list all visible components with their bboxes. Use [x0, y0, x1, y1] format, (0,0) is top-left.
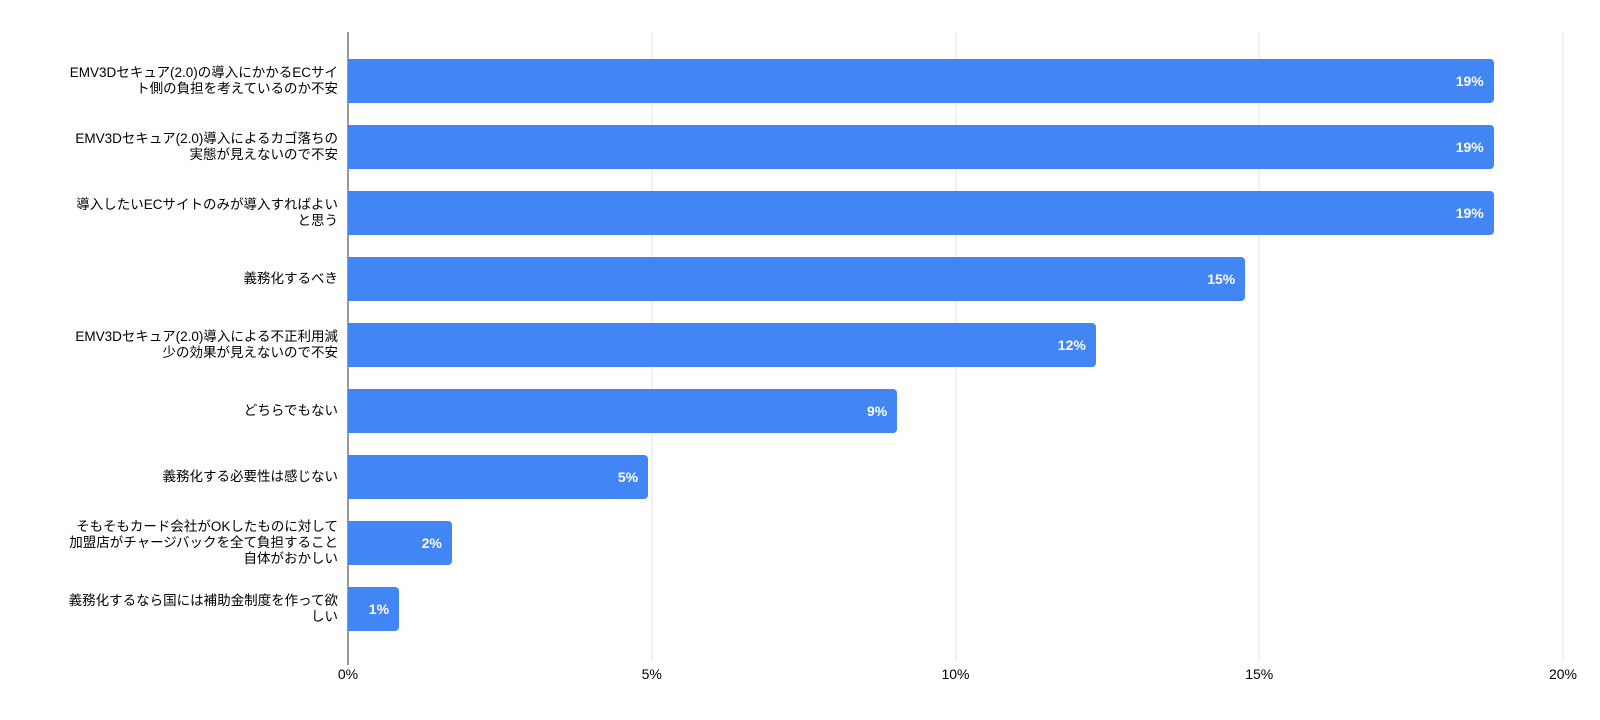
category-label: EMV3Dセキュア(2.0)導入によるカゴ落ちの 実態が見えないので不安	[75, 131, 338, 162]
bar[interactable]: 1%	[348, 587, 400, 631]
bar-value-label: 19%	[1455, 139, 1484, 155]
category-label-row: 義務化する必要性は感じない	[0, 455, 339, 499]
x-tick-label: 20%	[1548, 666, 1578, 682]
bar-value-label: 12%	[1057, 337, 1086, 353]
bar[interactable]: 19%	[348, 59, 1494, 103]
category-label-row: 導入したいECサイトのみが導入すればよい と思う	[0, 191, 338, 235]
category-label-row: EMV3Dセキュア(2.0)導入による不正利用減 少の効果が見えないので不安	[0, 323, 338, 367]
bar-value-label: 15%	[1207, 271, 1236, 287]
category-label: 導入したいECサイトのみが導入すればよい と思う	[76, 197, 338, 228]
plot-area: 19% 19% 19% 15% 12% 9% 5% 2% 1%	[347, 32, 1564, 665]
bar-value-label: 19%	[1455, 73, 1484, 89]
bar[interactable]: 12%	[348, 323, 1096, 367]
bar-value-label: 2%	[421, 535, 442, 551]
x-tick-label: 0%	[337, 666, 359, 682]
gridline	[1562, 32, 1564, 661]
category-label: EMV3Dセキュア(2.0)導入による不正利用減 少の効果が見えないので不安	[75, 329, 338, 360]
bar[interactable]: 2%	[348, 521, 452, 565]
bar-rows: 19% 19% 19% 15% 12% 9% 5% 2% 1%	[348, 59, 1563, 631]
x-tick-label: 15%	[1245, 666, 1274, 682]
category-axis-labels: EMV3Dセキュア(2.0)の導入にかかるECサイ ト側の負担を考えているのか不…	[0, 59, 338, 631]
bar[interactable]: 19%	[348, 191, 1494, 235]
bar-value-label: 9%	[866, 403, 888, 419]
category-label-row: そもそもカード会社がOKしたものに対して 加盟店がチャージバックを全て負担するこ…	[0, 519, 338, 566]
bar[interactable]: 19%	[348, 125, 1494, 169]
x-tick-label: 10%	[941, 666, 970, 682]
x-axis-tick-labels: 0% 5% 10% 15% 20%	[338, 666, 1577, 686]
category-label: 義務化するなら国には補助金制度を作って欲 しい	[68, 593, 338, 624]
gridline	[1258, 32, 1260, 661]
category-label: EMV3Dセキュア(2.0)の導入にかかるECサイ ト側の負担を考えているのか不…	[69, 65, 338, 96]
bar[interactable]: 9%	[348, 389, 898, 433]
category-label: そもそもカード会社がOKしたものに対して 加盟店がチャージバックを全て負担するこ…	[69, 519, 338, 566]
category-label: 義務化する必要性は感じない	[162, 469, 339, 484]
category-label-row: どちらでもない	[0, 389, 338, 433]
bar[interactable]: 15%	[348, 257, 1246, 301]
bar-value-label: 5%	[617, 469, 639, 485]
bar[interactable]: 5%	[348, 455, 649, 499]
category-label-row: EMV3Dセキュア(2.0)の導入にかかるECサイ ト側の負担を考えているのか不…	[0, 59, 338, 103]
category-label-row: 義務化するべき	[0, 257, 339, 301]
x-tick-label: 5%	[641, 666, 662, 682]
category-label: 義務化するべき	[243, 271, 339, 286]
bar-value-label: 1%	[368, 601, 390, 617]
category-label-row: 義務化するなら国には補助金制度を作って欲 しい	[0, 587, 338, 631]
bar-value-label: 19%	[1455, 205, 1484, 221]
category-label: どちらでもない	[243, 403, 338, 418]
category-label-row: EMV3Dセキュア(2.0)導入によるカゴ落ちの 実態が見えないので不安	[0, 125, 338, 169]
